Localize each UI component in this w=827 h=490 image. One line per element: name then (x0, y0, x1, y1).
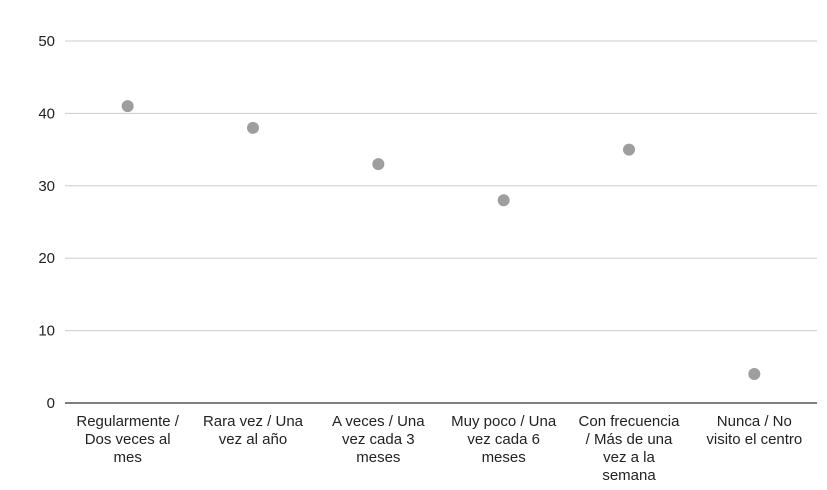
data-point-4 (497, 194, 510, 207)
x-tick-label-1: Regularmente / Dos veces al mes (76, 413, 179, 466)
x-tick-label-line: vez cada 6 (467, 431, 540, 448)
y-tick-label-40: 40 (38, 105, 55, 122)
x-axis-ticks: Regularmente / Dos veces al mes Rara vez / … (76, 413, 802, 484)
data-point-1 (121, 100, 134, 113)
x-tick-label-line: Regularmente / (76, 413, 179, 430)
x-tick-label-line: A veces / Una (332, 413, 425, 430)
x-tick-label-line: meses (482, 449, 526, 466)
data-point-5 (623, 143, 635, 156)
x-tick-label-line: vez al año (219, 431, 287, 448)
x-tick-label-line: vez a la (603, 449, 655, 466)
y-tick-label-10: 10 (38, 323, 55, 340)
x-tick-label-line: visito el centro (706, 431, 802, 448)
data-points (121, 100, 761, 381)
y-tick-label-20: 20 (38, 250, 55, 267)
x-tick-label-2: Rara vez / Una vez al año (203, 413, 304, 448)
x-tick-label-4: Muy poco / Una vez cada 6 meses (451, 413, 557, 466)
x-tick-label-line: meses (356, 449, 400, 466)
x-tick-label-line: vez cada 3 (342, 431, 415, 448)
x-tick-label-line: Con frecuencia (579, 413, 681, 430)
data-point-3 (372, 158, 385, 171)
y-tick-label-0: 0 (47, 395, 55, 412)
x-tick-label-6: Nunca / No visito el centro (706, 413, 802, 448)
gridlines (65, 40, 817, 404)
data-point-6 (748, 368, 761, 381)
x-tick-label-line: Rara vez / Una (203, 413, 304, 430)
y-tick-label-50: 50 (38, 33, 55, 50)
y-axis-ticks: 0 10 20 30 40 50 (38, 33, 55, 412)
y-tick-label-30: 30 (38, 178, 55, 195)
x-tick-label-line: Nunca / No (717, 413, 792, 430)
data-point-2 (247, 121, 259, 134)
x-tick-label-line: semana (602, 467, 656, 484)
x-tick-label-3: A veces / Una vez cada 3 meses (332, 413, 425, 466)
x-tick-label-line: Muy poco / Una (451, 413, 557, 430)
x-tick-label-5: Con frecuencia / Más de una vez a la semana (579, 413, 681, 484)
x-tick-label-line: / Más de una (586, 431, 673, 448)
x-tick-label-line: Dos veces al (85, 431, 171, 448)
x-tick-label-line: mes (113, 449, 141, 466)
